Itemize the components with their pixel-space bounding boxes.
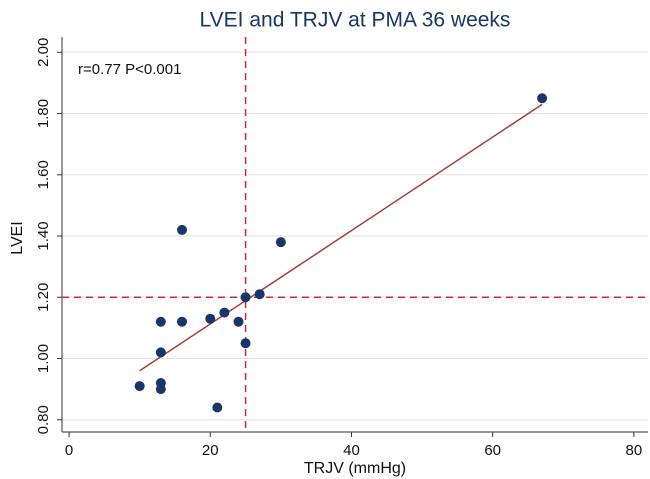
y-tick-label: 1.80 bbox=[35, 99, 52, 128]
chart-title: LVEI and TRJV at PMA 36 weeks bbox=[200, 9, 511, 32]
x-tick-label: 60 bbox=[484, 442, 501, 459]
y-tick-label: 0.80 bbox=[35, 405, 52, 434]
point bbox=[177, 224, 188, 235]
point bbox=[205, 313, 216, 324]
y-tick-label: 2.00 bbox=[35, 38, 52, 67]
point bbox=[254, 289, 265, 300]
x-tick-label: 40 bbox=[343, 442, 360, 459]
y-tick-label: 1.60 bbox=[35, 160, 52, 189]
point bbox=[155, 316, 166, 327]
y-tick-label: 1.20 bbox=[35, 283, 52, 312]
point bbox=[134, 381, 145, 392]
point bbox=[275, 237, 286, 248]
point bbox=[537, 93, 548, 104]
x-tick-label: 0 bbox=[65, 442, 73, 459]
y-axis-label: LVEI bbox=[9, 221, 26, 255]
y-tick-label: 1.40 bbox=[35, 221, 52, 250]
point bbox=[219, 307, 230, 318]
x-tick-label: 20 bbox=[202, 442, 219, 459]
point bbox=[177, 316, 188, 327]
point bbox=[240, 292, 251, 303]
x-tick-label: 80 bbox=[626, 442, 643, 459]
point bbox=[155, 384, 166, 395]
point bbox=[240, 338, 251, 349]
point bbox=[155, 347, 166, 358]
annotation: r=0.77 P<0.001 bbox=[78, 61, 181, 78]
x-axis-label: TRJV (mmHg) bbox=[304, 460, 406, 477]
y-tick-label: 1.00 bbox=[35, 344, 52, 373]
fit-line bbox=[139, 103, 543, 372]
point bbox=[233, 316, 244, 327]
point bbox=[212, 402, 223, 413]
